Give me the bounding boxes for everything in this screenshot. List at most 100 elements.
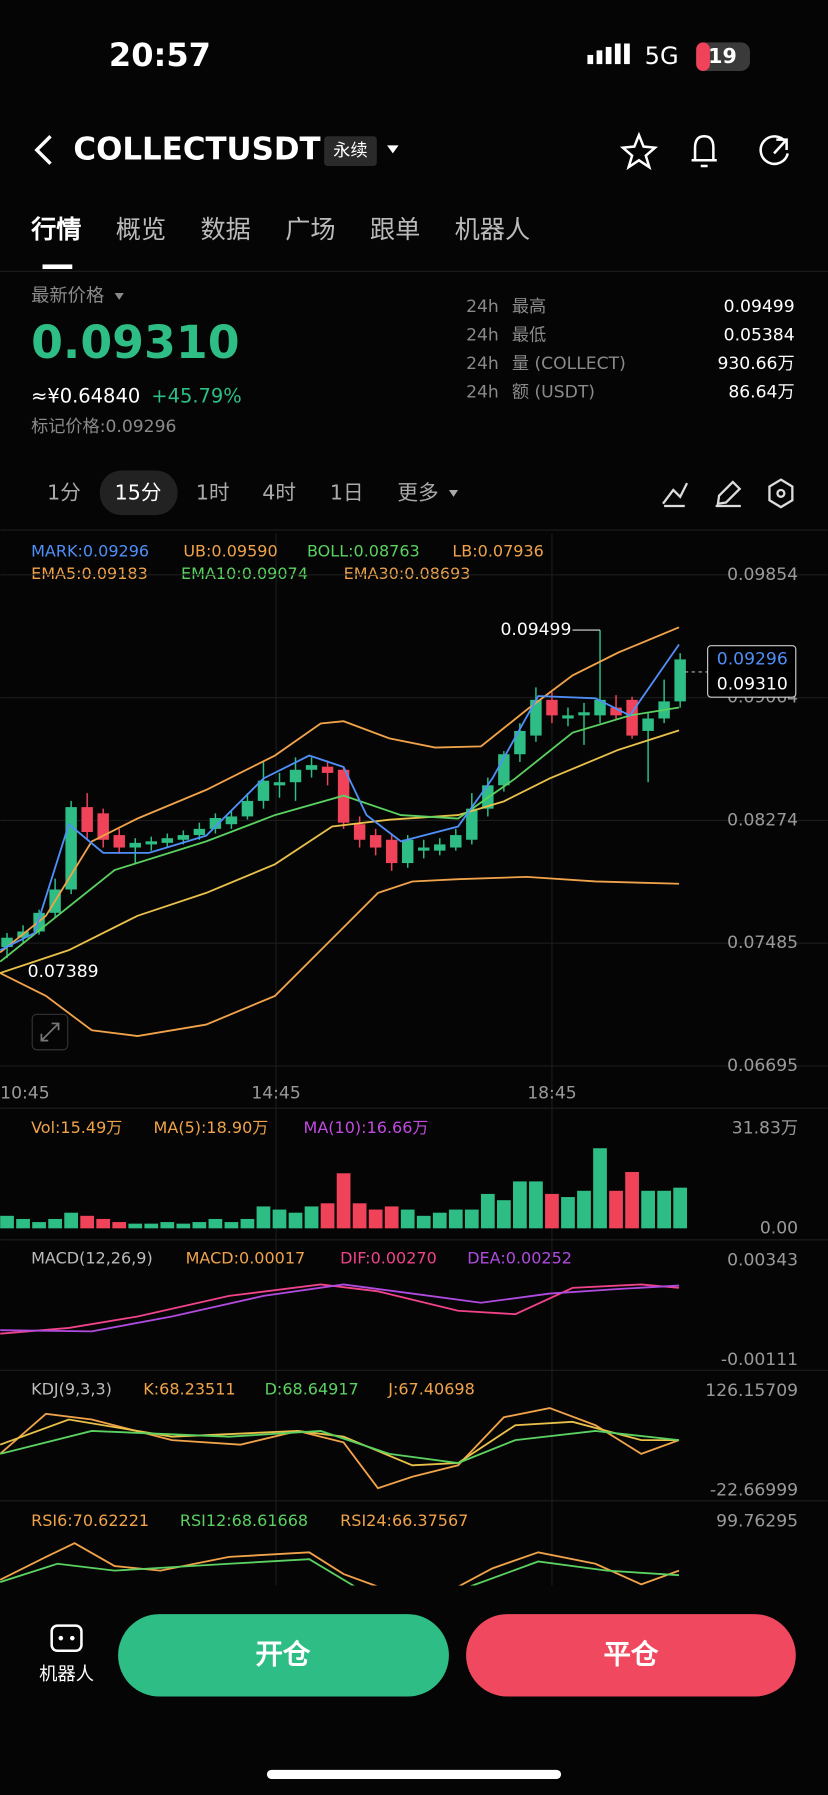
back-button[interactable]: [34, 135, 52, 165]
x-tick-label: 14:45: [251, 1083, 300, 1103]
candle-body: [129, 842, 141, 848]
candle-body: [289, 769, 302, 783]
close-label[interactable]: 平仓: [603, 1639, 658, 1670]
last-price: 0.09310: [31, 315, 240, 369]
candle-body: [353, 824, 366, 840]
volume-bar: [64, 1212, 79, 1229]
volume-bar: [400, 1209, 415, 1229]
network: 5G: [645, 42, 679, 70]
high-label: 0.09499: [500, 620, 571, 640]
low-label: 0.07389: [28, 962, 99, 982]
stat-value: 930.66万: [717, 354, 794, 374]
expand-icon: [40, 1022, 60, 1042]
stat-period: 24h: [466, 297, 499, 317]
tab[interactable]: 概览: [116, 215, 166, 244]
settings-icon[interactable]: [768, 478, 794, 509]
dropdown[interactable]: [114, 293, 124, 300]
kdj-legend: D:68.64917: [265, 1379, 359, 1398]
volume-bar: [513, 1181, 527, 1229]
volume-bar: [416, 1215, 431, 1229]
interval[interactable]: 更多: [397, 480, 438, 504]
volume-legend: MA(10):16.66万: [304, 1118, 429, 1137]
volume-bar: [368, 1209, 383, 1229]
volume-bar: [609, 1190, 623, 1229]
close-button[interactable]: [466, 1614, 796, 1697]
candle-body: [65, 807, 77, 890]
volume-bar: [128, 1223, 143, 1229]
stat-period: 24h: [466, 354, 499, 374]
tab[interactable]: 行情: [30, 215, 81, 244]
last-tag: 0.09310: [717, 675, 788, 695]
stat-value: 0.05384: [724, 325, 795, 345]
candle-body: [241, 800, 254, 817]
volume-bar: [256, 1206, 271, 1229]
y-tick-label: 0.08274: [727, 810, 798, 830]
tab[interactable]: 广场: [285, 215, 335, 244]
interval[interactable]: 1时: [196, 480, 230, 504]
macd-legend: MACD:0.00017: [186, 1249, 306, 1268]
price-tag: [707, 645, 797, 698]
kdj-legend: J:67.40698: [387, 1379, 475, 1398]
interval[interactable]: 4时: [262, 480, 296, 504]
tab[interactable]: 跟单: [370, 215, 420, 244]
interval[interactable]: 1日: [330, 480, 364, 504]
tab[interactable]: 机器人: [455, 215, 531, 244]
candle-body: [578, 712, 590, 716]
indicator-legend: MARK:0.09296: [31, 541, 149, 560]
volume-bar: [577, 1190, 591, 1229]
candle-body: [562, 715, 574, 719]
candle-body: [321, 766, 334, 773]
volume-bar: [464, 1209, 479, 1229]
interval[interactable]: 1分: [47, 480, 81, 504]
mark-tag: 0.09296: [717, 649, 788, 669]
stat-label: 额 (USDT): [512, 383, 595, 403]
alert-icon[interactable]: [691, 134, 717, 168]
volume-bar: [112, 1222, 127, 1229]
candle-body: [514, 730, 526, 755]
kdj-bottom: -22.66999: [710, 1480, 798, 1500]
candle-body: [97, 813, 109, 840]
open-button[interactable]: [118, 1614, 449, 1697]
volume-bar: [272, 1209, 287, 1229]
indicator-legend: EMA30:0.08693: [344, 564, 471, 583]
last-price-label: 最新价格: [31, 285, 104, 306]
stat-value: 0.09499: [724, 297, 795, 317]
dropdown[interactable]: [387, 145, 399, 154]
macd-bottom: -0.00111: [721, 1350, 798, 1370]
expand-button[interactable]: [31, 1013, 69, 1051]
indicator-legend: UB:0.09590: [183, 541, 277, 560]
volume-bar: [176, 1223, 191, 1229]
volume-bar: [288, 1212, 303, 1229]
tab[interactable]: 数据: [201, 215, 251, 244]
macd-legend: MACD(12,26,9): [31, 1249, 153, 1268]
robot-icon[interactable]: [50, 1624, 83, 1653]
volume-bar: [561, 1197, 575, 1229]
open-label[interactable]: 开仓: [255, 1639, 310, 1670]
draw-icon[interactable]: [715, 480, 742, 508]
y-tick-label: 0.00: [760, 1218, 798, 1238]
volume-bar: [496, 1200, 511, 1229]
rsi-legend: RSI6:70.62221: [31, 1511, 149, 1530]
volume-bar: [160, 1222, 175, 1229]
candle-body: [418, 847, 430, 851]
interval-selected: [99, 470, 178, 516]
indicator-legend: EMA10:0.09074: [181, 564, 308, 583]
dropdown[interactable]: [448, 489, 459, 497]
candle-body: [626, 699, 638, 736]
volume-bar: [32, 1222, 46, 1229]
signal-icon: [587, 43, 630, 65]
clock: 20:57: [109, 36, 211, 74]
volume-bar: [0, 1215, 14, 1229]
indicator-icon[interactable]: [662, 482, 689, 508]
symbol[interactable]: COLLECTUSDT: [73, 132, 320, 168]
indicator-legend: BOLL:0.08763: [307, 541, 420, 560]
kdj-legend: K:68.23511: [143, 1379, 235, 1398]
robot-label[interactable]: 机器人: [39, 1664, 94, 1685]
rsi-legend: RSI24:66.37567: [340, 1511, 468, 1530]
volume-bar: [593, 1148, 607, 1229]
favorite-icon[interactable]: [619, 131, 658, 171]
interval[interactable]: 15分: [115, 480, 162, 504]
share-icon[interactable]: [759, 135, 789, 166]
